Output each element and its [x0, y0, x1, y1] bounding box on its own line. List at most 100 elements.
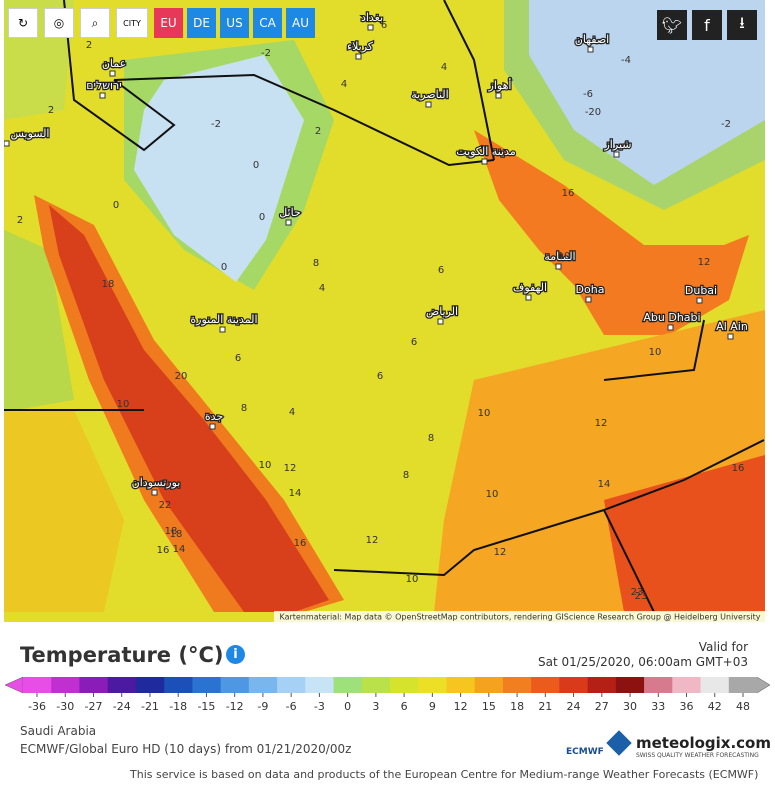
city-marker — [587, 46, 594, 53]
legend-swatch — [192, 677, 222, 693]
temperature-label: 16 — [562, 188, 575, 199]
temperature-label: 4 — [319, 283, 325, 294]
temperature-label: 10 — [486, 489, 499, 500]
city-marker — [99, 92, 106, 99]
legend-swatch — [51, 677, 80, 693]
temperature-label: 0 — [259, 212, 265, 223]
legend-tick-label: -12 — [226, 700, 244, 713]
map[interactable]: Kartenmaterial: Map data © OpenStreetMap… — [4, 0, 765, 622]
legend-swatch — [502, 677, 532, 693]
region-button[interactable]: AU — [286, 8, 315, 38]
temperature-label: 2 — [315, 126, 321, 137]
legend-tick-label: 24 — [567, 700, 581, 713]
legend-arrow-right — [756, 676, 771, 694]
legend-swatch — [644, 677, 673, 693]
city-marker — [151, 489, 158, 496]
legend-tick-label: -9 — [257, 700, 268, 713]
legend-swatch — [587, 677, 617, 693]
temperature-label: 18 — [170, 529, 183, 540]
temperature-label: 4 — [441, 62, 447, 73]
city-marker — [285, 219, 292, 226]
info-button[interactable]: i — [226, 645, 245, 664]
legend-tick-label: 0 — [344, 700, 351, 713]
temperature-label: -2 — [211, 119, 221, 130]
temperature-label: 12 — [284, 463, 297, 474]
temperature-label: 4 — [289, 407, 295, 418]
legend-tick-label: 15 — [482, 700, 496, 713]
valid-label: Valid for — [698, 640, 748, 654]
legend-tick-label: -27 — [84, 700, 102, 713]
disclaimer: This service is based on data and produc… — [130, 768, 759, 781]
temperature-label: 20 — [175, 371, 188, 382]
legend-tick-label: 30 — [623, 700, 637, 713]
region-name: Saudi Arabia — [20, 724, 97, 738]
city-label: الناصرية — [411, 88, 448, 101]
globe-button[interactable]: ◎ — [44, 8, 74, 38]
legend-swatch — [672, 677, 702, 693]
model-info: ECMWF/Global Euro HD (10 days) from 01/2… — [20, 742, 352, 756]
city-label: شیراز — [604, 138, 632, 151]
temperature-label: 12 — [595, 418, 608, 429]
temperature-label: 10 — [117, 399, 130, 410]
ecmwf-logo: ECMWF — [566, 747, 604, 757]
legend-tick-label: 12 — [454, 700, 468, 713]
city-marker — [727, 333, 734, 340]
city-button[interactable]: CITY — [116, 8, 148, 38]
reload-button[interactable]: ↻ — [8, 8, 38, 38]
temperature-label: 2 — [86, 40, 92, 51]
region-button[interactable]: US — [220, 8, 249, 38]
temperature-label: 23 — [635, 591, 648, 602]
legend-tick-label: -30 — [56, 700, 74, 713]
attribution: Kartenmaterial: Map data © OpenStreetMap… — [279, 613, 760, 622]
brand-tagline: SWISS QUALITY WEATHER FORECASTING — [636, 752, 759, 759]
temperature-label: 10 — [259, 460, 272, 471]
temperature-label: -6 — [583, 89, 593, 100]
temperature-label: 2 — [17, 215, 23, 226]
temperature-label: 10 — [478, 408, 491, 419]
legend-tick-label: 36 — [680, 700, 694, 713]
temperature-label: 0 — [253, 160, 259, 171]
region-button[interactable]: DE — [187, 8, 216, 38]
temperature-label: 4 — [341, 79, 347, 90]
temperature-label: 8 — [428, 433, 434, 444]
temperature-label: 6 — [381, 20, 387, 31]
download-button[interactable]: ⭳ — [727, 10, 757, 40]
city-label: Dubai — [685, 284, 717, 297]
temperature-label: 0 — [113, 200, 119, 211]
temperature-label: 12 — [698, 257, 711, 268]
temperature-label: 14 — [289, 488, 302, 499]
facebook-button[interactable]: f — [692, 10, 722, 40]
city-marker — [209, 423, 216, 430]
legend-swatch — [700, 677, 730, 693]
region-button[interactable]: EU — [154, 8, 183, 38]
legend-swatch — [107, 677, 137, 693]
legend-swatch — [305, 677, 335, 693]
legend-swatch — [333, 677, 363, 693]
legend-swatch — [446, 677, 476, 693]
temperature-label: 16 — [294, 538, 307, 549]
legend-swatch — [164, 677, 193, 693]
city-label: کربلاء — [347, 40, 374, 53]
city-marker — [696, 297, 703, 304]
temperature-label: -4 — [621, 55, 631, 66]
zoom-button[interactable]: ⌕ — [80, 8, 110, 38]
temperature-label: 8 — [313, 258, 319, 269]
city-marker — [355, 53, 362, 60]
twitter-button[interactable]: 🐦︎ — [657, 10, 687, 40]
brand: meteologix.com — [636, 734, 771, 752]
legend-swatch — [220, 677, 250, 693]
temperature-label: 18 — [165, 526, 178, 537]
temperature-label: -20 — [585, 107, 601, 118]
temperature-label: 12 — [494, 547, 507, 558]
city-marker — [437, 318, 444, 325]
city-label: بغداد — [361, 11, 383, 24]
temperature-label: 14 — [173, 544, 186, 555]
region-button[interactable]: CA — [253, 8, 282, 38]
city-marker — [525, 294, 532, 301]
city-label: Al Ain — [716, 320, 748, 333]
city-label: الرياض — [426, 305, 458, 318]
legend-swatch — [361, 677, 391, 693]
legend-tick-label: 9 — [429, 700, 436, 713]
